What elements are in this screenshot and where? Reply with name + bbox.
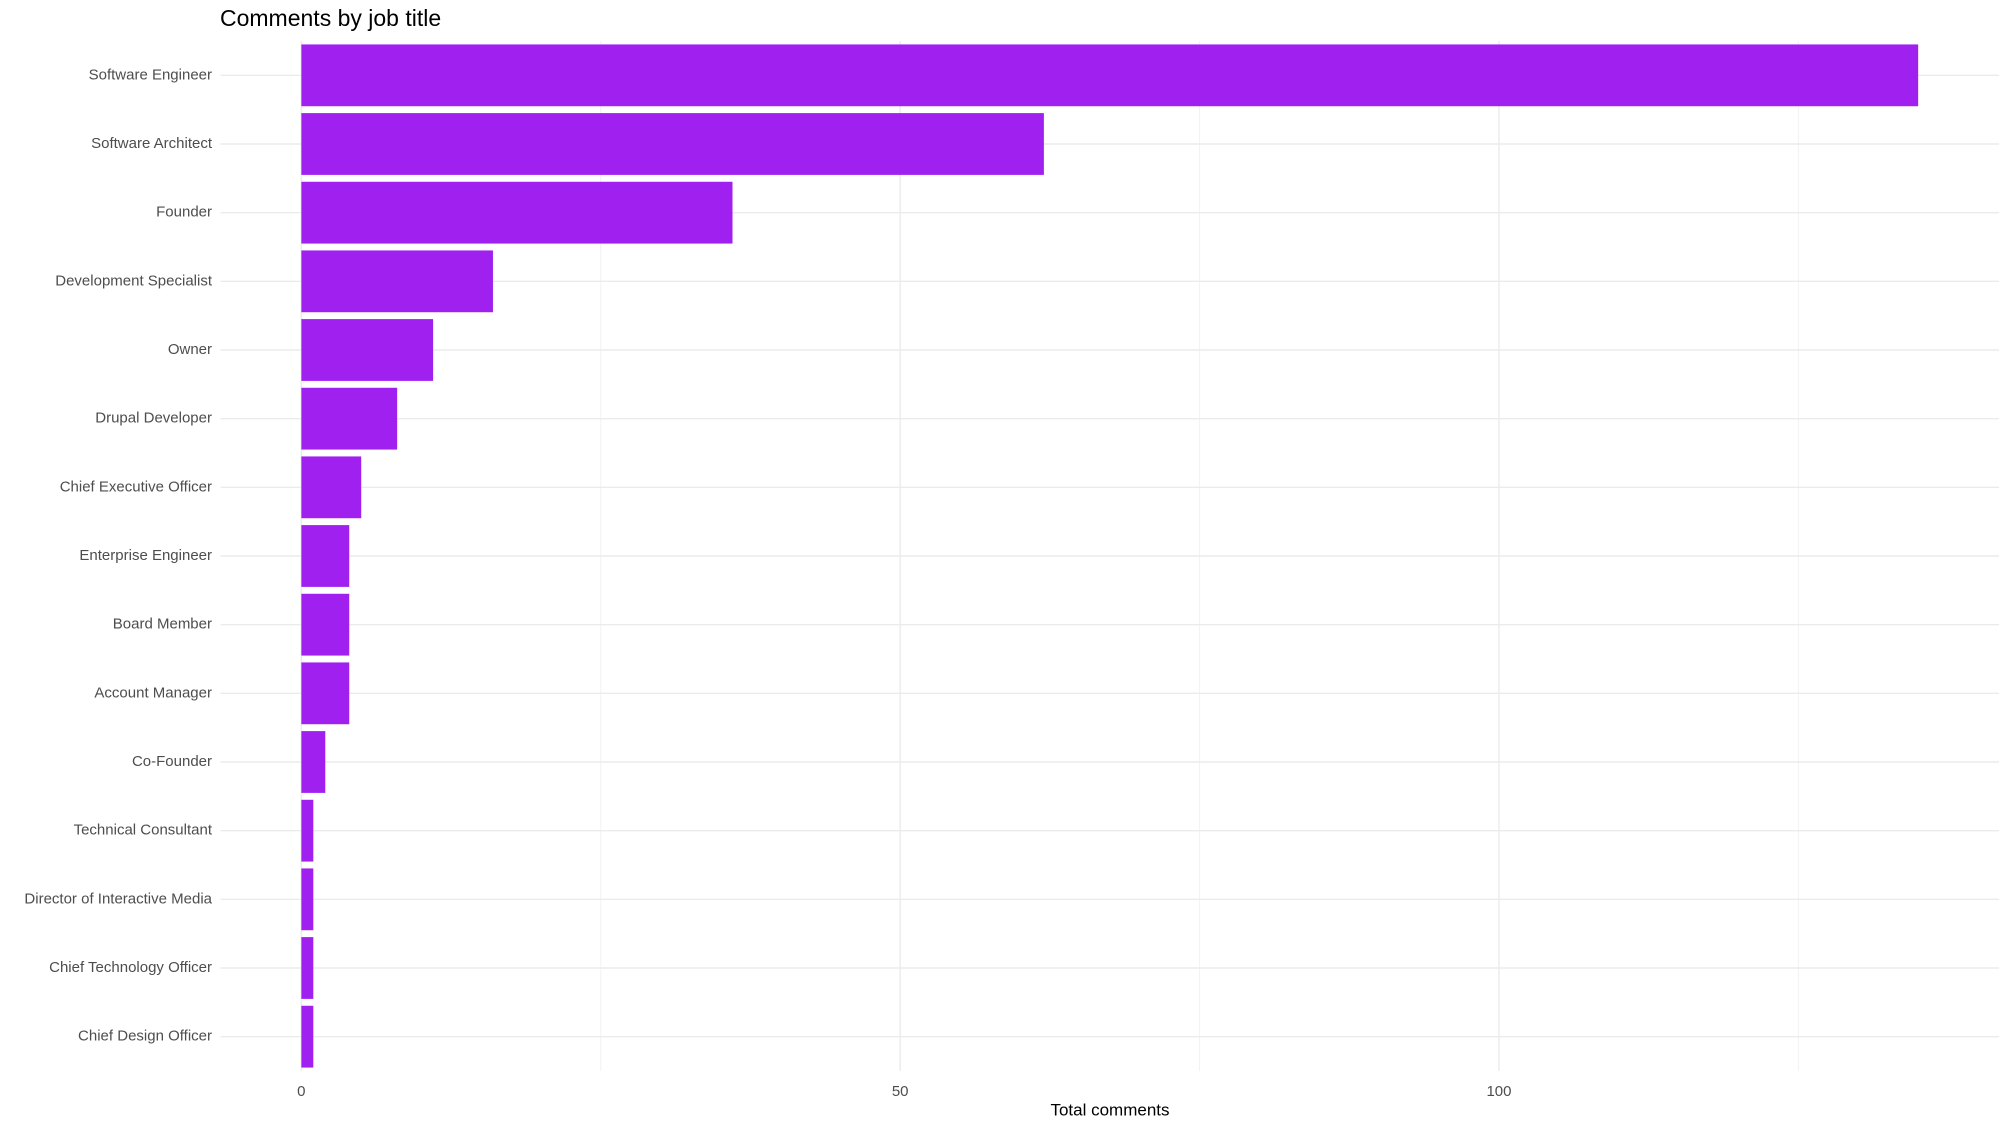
y-tick-label: Technical Consultant	[74, 822, 213, 839]
x-tick-label: 50	[892, 1083, 909, 1100]
y-tick-label: Development Specialist	[55, 272, 213, 289]
bar	[301, 181, 733, 244]
y-tick-label: Chief Design Officer	[78, 1028, 212, 1045]
bar	[301, 250, 493, 313]
bar	[301, 113, 1044, 175]
bar	[301, 799, 314, 862]
y-tick-label: Enterprise Engineer	[79, 547, 212, 564]
y-tick-label: Software Engineer	[89, 66, 212, 83]
y-tick-label: Owner	[168, 341, 212, 358]
bar	[301, 456, 362, 519]
bar	[301, 868, 314, 931]
bar	[301, 387, 398, 450]
bar	[301, 525, 350, 587]
bar	[301, 937, 314, 999]
y-tick-label: Chief Executive Officer	[60, 478, 212, 495]
x-axis-title: Total comments	[1050, 1100, 1169, 1119]
x-tick-label: 0	[297, 1083, 305, 1100]
y-tick-label: Account Manager	[94, 684, 212, 701]
y-tick-label: Chief Technology Officer	[49, 959, 212, 976]
bar	[301, 662, 350, 725]
bar	[301, 1005, 314, 1068]
bar	[301, 44, 1919, 107]
y-tick-label: Board Member	[113, 616, 212, 633]
y-tick-label: Co-Founder	[132, 753, 212, 770]
y-tick-label: Director of Interactive Media	[24, 890, 212, 907]
y-tick-label: Founder	[156, 204, 212, 221]
x-tick-label: 100	[1486, 1083, 1511, 1100]
bar	[301, 731, 326, 793]
bar	[301, 319, 434, 381]
bar	[301, 593, 350, 656]
y-tick-label: Drupal Developer	[95, 410, 212, 427]
y-tick-label: Software Architect	[91, 135, 213, 152]
chart-title: Comments by job title	[220, 5, 441, 31]
